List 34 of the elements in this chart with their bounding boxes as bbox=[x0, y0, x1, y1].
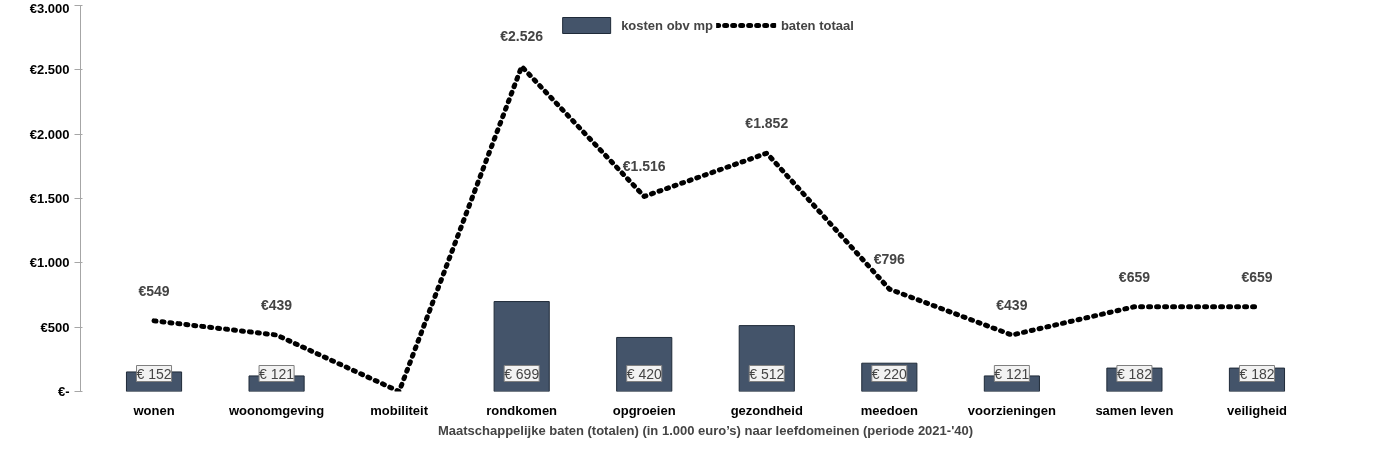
data-label: € 699 bbox=[504, 365, 540, 382]
x-tick-label: opgroeien bbox=[612, 402, 676, 418]
bar bbox=[493, 301, 550, 392]
x-tick-label: samen leven bbox=[1095, 402, 1174, 418]
y-tick-label: €- bbox=[57, 384, 70, 399]
y-tick-label: €1.000 bbox=[29, 255, 70, 271]
y-tick-label: €1.500 bbox=[29, 191, 70, 206]
y-tick-label: €500 bbox=[40, 319, 70, 335]
data-label: € 220 bbox=[871, 365, 908, 382]
data-label: €659 bbox=[1241, 268, 1273, 285]
x-tick-label: rondkomen bbox=[486, 402, 558, 418]
x-tick-label: wonen bbox=[132, 402, 175, 418]
y-tick-label: €2.000 bbox=[29, 126, 70, 142]
x-axis-title: Maatschappelijke baten (totalen) (in 1.000 euro’s) naar leefdomeinen (periode 2021-'40) bbox=[437, 422, 974, 438]
data-label: €2.526 bbox=[500, 28, 544, 45]
y-tick-label: €2.500 bbox=[29, 62, 70, 78]
x-tick-label: voorzieningen bbox=[967, 402, 1056, 418]
data-label: €1.516 bbox=[622, 158, 666, 175]
x-tick-label: gezondheid bbox=[730, 402, 803, 418]
data-label: € 121 bbox=[259, 365, 295, 382]
data-label: €439 bbox=[996, 297, 1028, 314]
data-label: €439 bbox=[261, 297, 293, 314]
y-tick-label: €3.000 bbox=[29, 0, 70, 16]
x-tick-label: mobiliteit bbox=[370, 402, 429, 418]
legend-label: kosten obv mp bbox=[621, 17, 713, 33]
x-tick-label: meedoen bbox=[860, 402, 918, 418]
x-tick-label: veiligheid bbox=[1226, 402, 1288, 418]
data-label: € 182 bbox=[1116, 365, 1153, 382]
x-tick-label: woonomgeving bbox=[227, 402, 325, 418]
data-label: €796 bbox=[873, 251, 906, 268]
data-label: €549 bbox=[138, 282, 170, 299]
data-label: €1.852 bbox=[745, 115, 789, 132]
legend-label: baten totaal bbox=[780, 17, 854, 33]
data-label: €659 bbox=[1118, 268, 1151, 285]
